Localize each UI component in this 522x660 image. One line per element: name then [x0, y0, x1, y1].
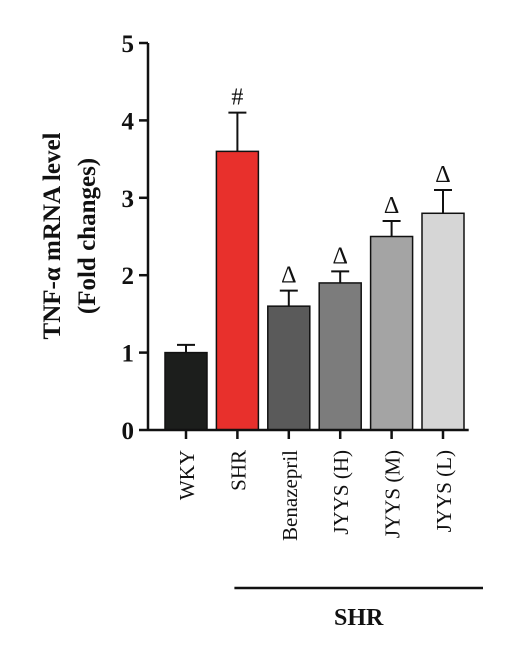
significance-mark-2: Δ [281, 263, 296, 289]
significance-mark-5: Δ [435, 162, 450, 188]
group-label: SHR [334, 605, 384, 631]
y-tick-label-4: 4 [122, 108, 135, 135]
y-tick-label-1: 1 [122, 341, 135, 368]
axis-labels: TNF-α mRNA level (Fold changes) [39, 132, 101, 339]
x-tick-label-1: SHR [226, 450, 250, 491]
x-tick-label-3: JYYS (H) [329, 450, 353, 535]
y-axis: 0 1 2 3 4 5 [122, 31, 150, 445]
y-tick-label-5: 5 [122, 31, 135, 58]
bar-4 [369, 235, 414, 431]
x-tick-label-5: JYYS (L) [432, 450, 456, 532]
x-tick-label-4: JYYS (M) [381, 450, 405, 538]
y-tick-label-0: 0 [122, 418, 135, 445]
bar-2 [267, 305, 311, 431]
bars-group: # Δ Δ Δ Δ [164, 85, 465, 431]
x-axis: WKY SHR Benazepril JYYS (H) JYYS (M) JYYS (L) [148, 428, 469, 541]
y-tick-label-2: 2 [122, 263, 135, 290]
bar-5 [421, 212, 465, 431]
significance-mark-1: # [231, 85, 243, 111]
bar-3 [318, 282, 362, 431]
group-bracket: SHR [234, 586, 483, 631]
bar-0 [164, 351, 208, 431]
bar-1 [215, 150, 260, 431]
y-axis-label-line2: (Fold changes) [74, 158, 101, 314]
significance-mark-4: Δ [384, 193, 399, 219]
significance-mark-3: Δ [332, 243, 347, 269]
x-tick-label-2: Benazepril [278, 450, 302, 541]
y-tick-label-3: 3 [122, 186, 135, 213]
x-tick-label-0: WKY [175, 450, 199, 500]
y-axis-label-line1: TNF-α mRNA level [39, 132, 66, 339]
